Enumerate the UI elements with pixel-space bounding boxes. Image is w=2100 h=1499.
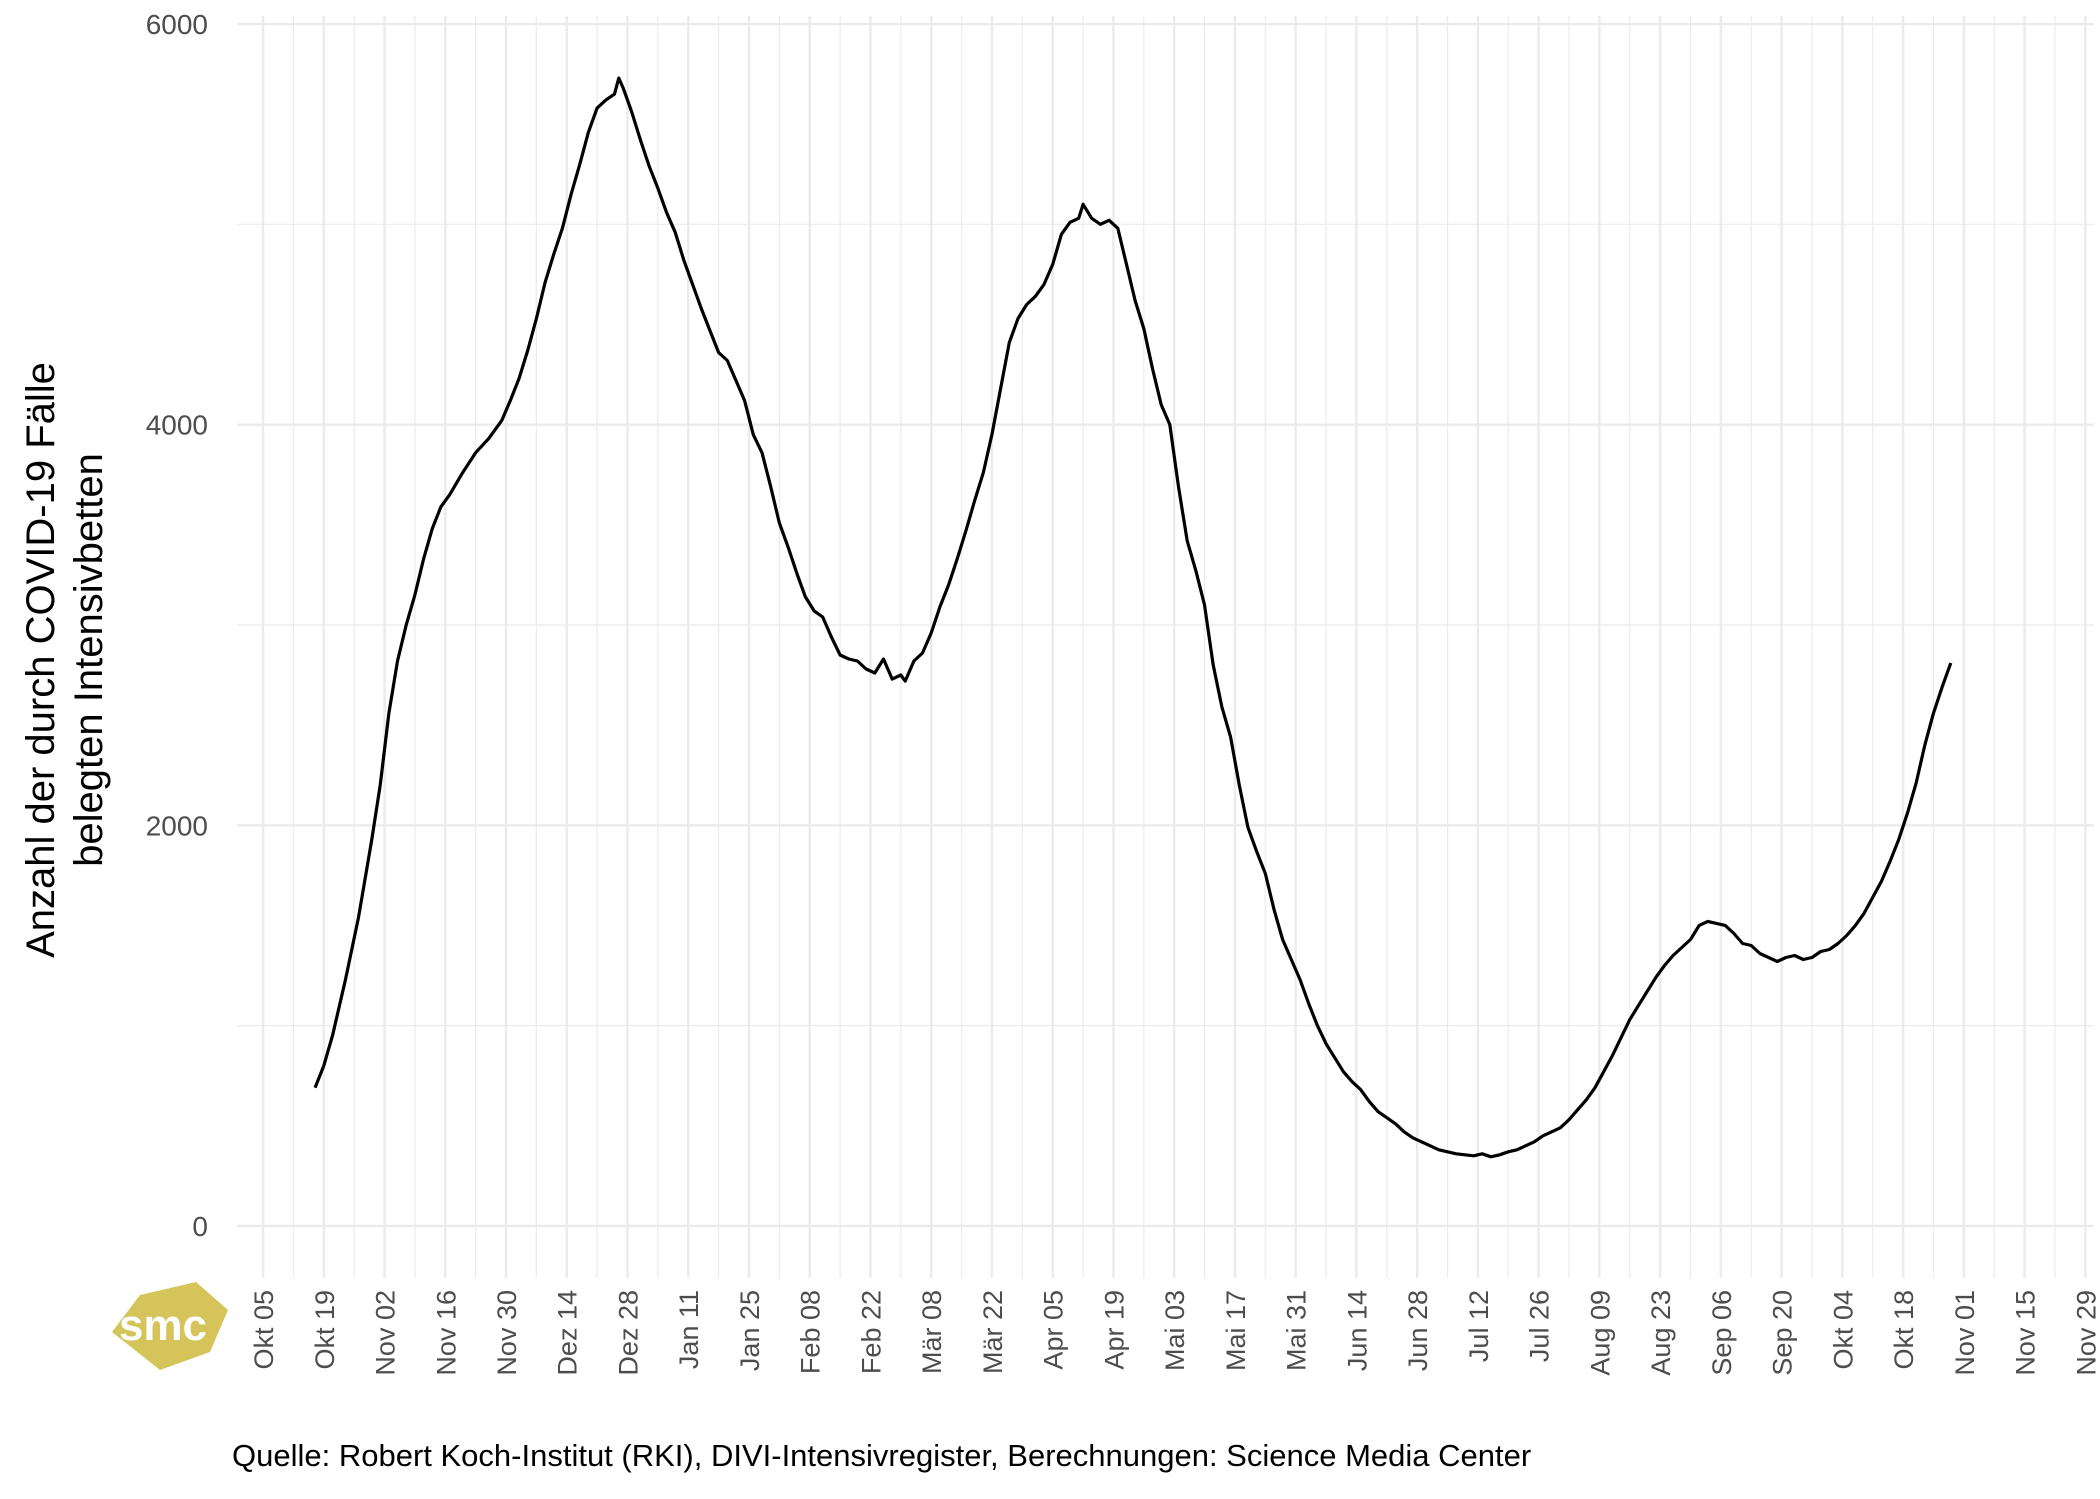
x-tick-label: Feb 08 — [796, 1290, 826, 1374]
x-tick-label: Nov 15 — [2011, 1290, 2041, 1376]
x-tick-label: Jun 28 — [1403, 1290, 1433, 1371]
y-tick-label: 4000 — [146, 410, 208, 441]
y-tick-label: 0 — [192, 1211, 208, 1242]
y-tick-label: 6000 — [146, 9, 208, 40]
x-tick-label: Sep 06 — [1707, 1290, 1737, 1376]
grid — [237, 16, 2094, 1278]
x-tick-label: Nov 02 — [371, 1290, 401, 1376]
y-axis-label-line-1: Anzahl der durch COVID-19 Fälle — [19, 362, 63, 958]
x-tick-label: Mai 17 — [1221, 1290, 1251, 1371]
x-tick-label: Nov 29 — [2071, 1290, 2100, 1376]
y-tick-label: 2000 — [146, 810, 208, 841]
x-tick-label: Aug 23 — [1646, 1290, 1676, 1376]
x-tick-label: Apr 05 — [1039, 1290, 1069, 1370]
smc-logo-text: smc — [119, 1301, 207, 1350]
x-tick-label: Aug 09 — [1585, 1290, 1615, 1376]
y-axis-label: Anzahl der durch COVID-19 Fälle belegten… — [19, 362, 111, 958]
y-axis-ticks: 0 2000 4000 6000 — [146, 9, 208, 1242]
x-tick-label: Nov 01 — [1950, 1290, 1980, 1376]
x-tick-label: Mär 22 — [978, 1290, 1008, 1374]
x-tick-label: Mär 08 — [917, 1290, 947, 1374]
x-tick-label: Apr 19 — [1099, 1290, 1129, 1370]
x-tick-label: Jul 12 — [1464, 1290, 1494, 1362]
x-tick-label: Dez 14 — [553, 1290, 583, 1376]
x-tick-label: Jun 14 — [1342, 1290, 1372, 1371]
x-tick-label: Nov 16 — [431, 1290, 461, 1376]
x-tick-label: Mai 03 — [1160, 1290, 1190, 1371]
x-tick-label: Okt 18 — [1889, 1290, 1919, 1370]
x-tick-label: Okt 19 — [310, 1290, 340, 1370]
x-tick-label: Jul 26 — [1525, 1290, 1555, 1362]
x-tick-label: Sep 20 — [1768, 1290, 1798, 1376]
x-tick-label: Dez 28 — [613, 1290, 643, 1376]
x-tick-label: Jan 11 — [674, 1290, 704, 1369]
source-caption: Quelle: Robert Koch-Institut (RKI), DIVI… — [232, 1438, 1531, 1473]
x-axis-ticks: Okt 05 Okt 19 Nov 02 Nov 16 Nov 30 Dez 14 Dez … — [249, 1290, 2100, 1376]
x-tick-label: Mai 31 — [1282, 1290, 1312, 1371]
y-axis-label-line-2: belegten Intensivbetten — [67, 453, 111, 867]
x-tick-label: Okt 04 — [1828, 1290, 1858, 1370]
x-tick-label: Nov 30 — [492, 1290, 522, 1376]
x-tick-label: Feb 22 — [856, 1290, 886, 1374]
smc-logo-shape — [112, 1282, 228, 1370]
series-line — [313, 76, 1953, 1159]
x-tick-label: Okt 05 — [249, 1290, 279, 1370]
smc-logo: smc — [112, 1282, 228, 1370]
x-tick-label: Jan 25 — [735, 1290, 765, 1371]
